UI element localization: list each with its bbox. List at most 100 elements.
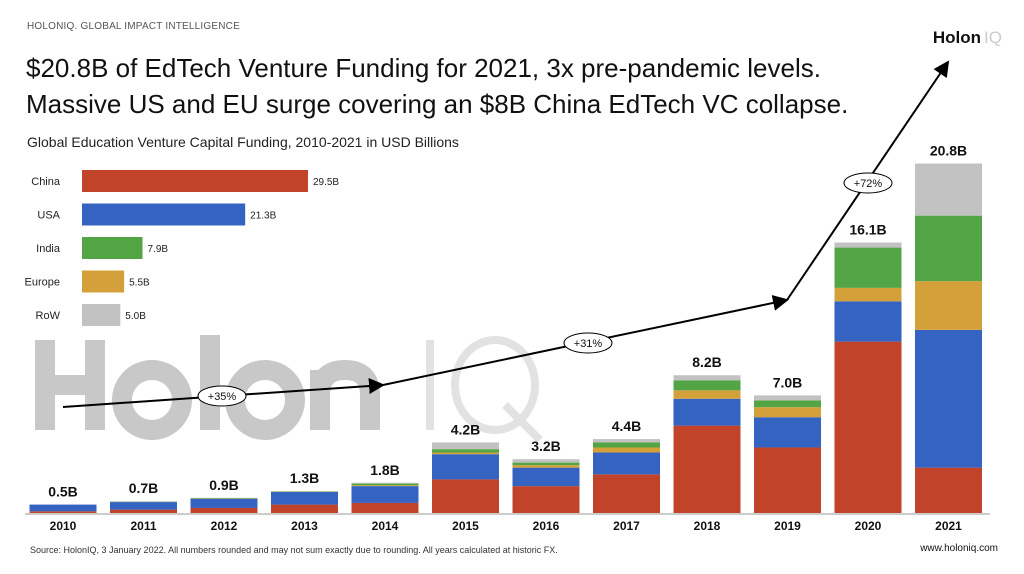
bar-segment-row-2020 bbox=[834, 242, 902, 248]
bar-segment-usa-2014 bbox=[351, 486, 419, 503]
bar-segment-row-2021 bbox=[915, 163, 982, 216]
bar-segment-usa-2010 bbox=[29, 504, 97, 512]
hbar-india bbox=[82, 237, 143, 259]
bar-segment-china-2020 bbox=[834, 341, 902, 513]
x-tick-label: 2013 bbox=[291, 519, 318, 533]
bar-segment-row-2015 bbox=[432, 442, 499, 450]
bar-total-label: 4.2B bbox=[451, 421, 481, 437]
x-tick-label: 2018 bbox=[694, 519, 721, 533]
bar-segment-europe-2020 bbox=[834, 287, 902, 302]
hbar-value-label: 29.5B bbox=[313, 177, 339, 188]
source-note: Source: HolonIQ, 3 January 2022. All num… bbox=[30, 545, 558, 555]
bar-total-label: 7.0B bbox=[773, 374, 803, 390]
bar-segment-usa-2016 bbox=[512, 467, 580, 487]
watermark-letter-h bbox=[35, 340, 105, 430]
x-tick-label: 2019 bbox=[774, 519, 801, 533]
bar-segment-usa-2020 bbox=[834, 301, 902, 342]
hbar-china bbox=[82, 170, 308, 192]
bar-segment-usa-2015 bbox=[432, 454, 499, 480]
bar-total-label: 1.3B bbox=[290, 470, 320, 486]
bar-segment-china-2015 bbox=[432, 479, 499, 513]
bar-segment-china-2019 bbox=[754, 447, 821, 513]
bar-segment-europe-2018 bbox=[673, 390, 741, 399]
bar-segment-china-2021 bbox=[915, 467, 982, 513]
bar-total-label: 4.4B bbox=[612, 418, 642, 434]
bar-segment-usa-2021 bbox=[915, 329, 982, 468]
bar-segment-row-2019 bbox=[754, 395, 821, 401]
bar-segment-europe-2014 bbox=[351, 485, 419, 487]
bar-total-label: 3.2B bbox=[531, 438, 561, 454]
x-tick-label: 2016 bbox=[533, 519, 560, 533]
website-link[interactable]: www.holoniq.com bbox=[920, 543, 998, 554]
hbar-value-label: 5.0B bbox=[125, 311, 146, 322]
growth-label-bubble bbox=[563, 332, 613, 354]
bar-total-label: 0.7B bbox=[129, 480, 159, 496]
holoniq-logo: Holon IQ bbox=[933, 28, 1002, 48]
watermark-letter-q-tail bbox=[502, 402, 543, 443]
bar-segment-row-2011 bbox=[110, 501, 177, 502]
bar-segment-usa-2011 bbox=[110, 502, 177, 510]
growth-label: +35% bbox=[208, 391, 237, 403]
x-tick-label: 2011 bbox=[130, 519, 156, 533]
bar-segment-india-2016 bbox=[512, 462, 580, 466]
bar-segment-china-2017 bbox=[593, 474, 660, 513]
bar-total-label: 1.8B bbox=[370, 462, 400, 478]
bar-segment-india-2018 bbox=[673, 380, 741, 391]
hbar-category-label: USA bbox=[37, 210, 60, 222]
hbar-category-label: China bbox=[31, 176, 61, 188]
bar-segment-china-2012 bbox=[190, 507, 258, 513]
hbar-value-label: 21.3B bbox=[250, 211, 276, 222]
growth-label: +72% bbox=[854, 178, 883, 190]
hbar-category-label: India bbox=[36, 243, 61, 255]
hbar-value-label: 7.9B bbox=[148, 244, 169, 255]
bar-segment-india-2021 bbox=[915, 215, 982, 282]
hbar-row bbox=[82, 304, 121, 326]
bar-segment-europe-2019 bbox=[754, 407, 821, 418]
hbar-europe bbox=[82, 270, 125, 293]
bar-segment-china-2010 bbox=[29, 511, 97, 513]
bar-segment-china-2013 bbox=[271, 504, 338, 513]
bar-segment-india-2019 bbox=[754, 400, 821, 408]
bar-segment-europe-2017 bbox=[593, 447, 660, 453]
bar-segment-usa-2012 bbox=[190, 498, 258, 508]
bar-total-label: 8.2B bbox=[692, 354, 722, 370]
bar-segment-row-2014 bbox=[351, 482, 419, 484]
x-tick-label: 2017 bbox=[613, 519, 640, 533]
bar-segment-india-2014 bbox=[351, 483, 419, 486]
page-title: $20.8B of EdTech Venture Funding for 202… bbox=[26, 50, 848, 122]
bar-segment-india-2012 bbox=[190, 497, 258, 499]
bar-segment-china-2016 bbox=[512, 486, 580, 513]
watermark-letter-n bbox=[310, 359, 380, 430]
bar-segment-china-2018 bbox=[673, 425, 741, 513]
x-tick-label: 2015 bbox=[452, 519, 479, 533]
bar-segment-usa-2017 bbox=[593, 452, 660, 475]
x-tick-label: 2010 bbox=[50, 519, 77, 533]
bar-segment-india-2015 bbox=[432, 449, 499, 453]
logo-text: Holon bbox=[932, 28, 982, 47]
title-line-2: Massive US and EU surge covering an $8B … bbox=[26, 89, 849, 119]
bar-segment-india-2017 bbox=[593, 442, 660, 448]
x-tick-label: 2020 bbox=[855, 519, 882, 533]
hbar-category-label: RoW bbox=[36, 310, 61, 322]
bar-segment-india-2020 bbox=[834, 247, 902, 288]
growth-label: +31% bbox=[574, 338, 603, 350]
bar-total-label: 16.1B bbox=[849, 222, 886, 238]
bar-segment-europe-2015 bbox=[432, 452, 499, 455]
growth-label-bubble bbox=[197, 385, 247, 407]
hbar-value-label: 5.5B bbox=[129, 278, 150, 289]
bar-segment-row-2016 bbox=[512, 459, 580, 463]
bar-segment-europe-2021 bbox=[915, 281, 982, 330]
chart-subtitle: Global Education Venture Capital Funding… bbox=[27, 134, 459, 150]
bar-segment-china-2014 bbox=[351, 502, 419, 513]
bar-total-label: 0.5B bbox=[48, 484, 78, 500]
bar-total-label: 0.9B bbox=[209, 477, 239, 493]
bar-total-label: 20.8B bbox=[930, 143, 967, 159]
bar-segment-europe-2016 bbox=[512, 465, 580, 468]
growth-label-bubble bbox=[843, 172, 893, 194]
watermark-letter-o bbox=[112, 360, 192, 440]
kicker-text: HOLONIQ. GLOBAL IMPACT INTELLIGENCE bbox=[27, 21, 240, 32]
x-tick-label: 2014 bbox=[372, 519, 399, 533]
x-tick-label: 2012 bbox=[211, 519, 238, 533]
bar-segment-row-2018 bbox=[673, 375, 741, 381]
